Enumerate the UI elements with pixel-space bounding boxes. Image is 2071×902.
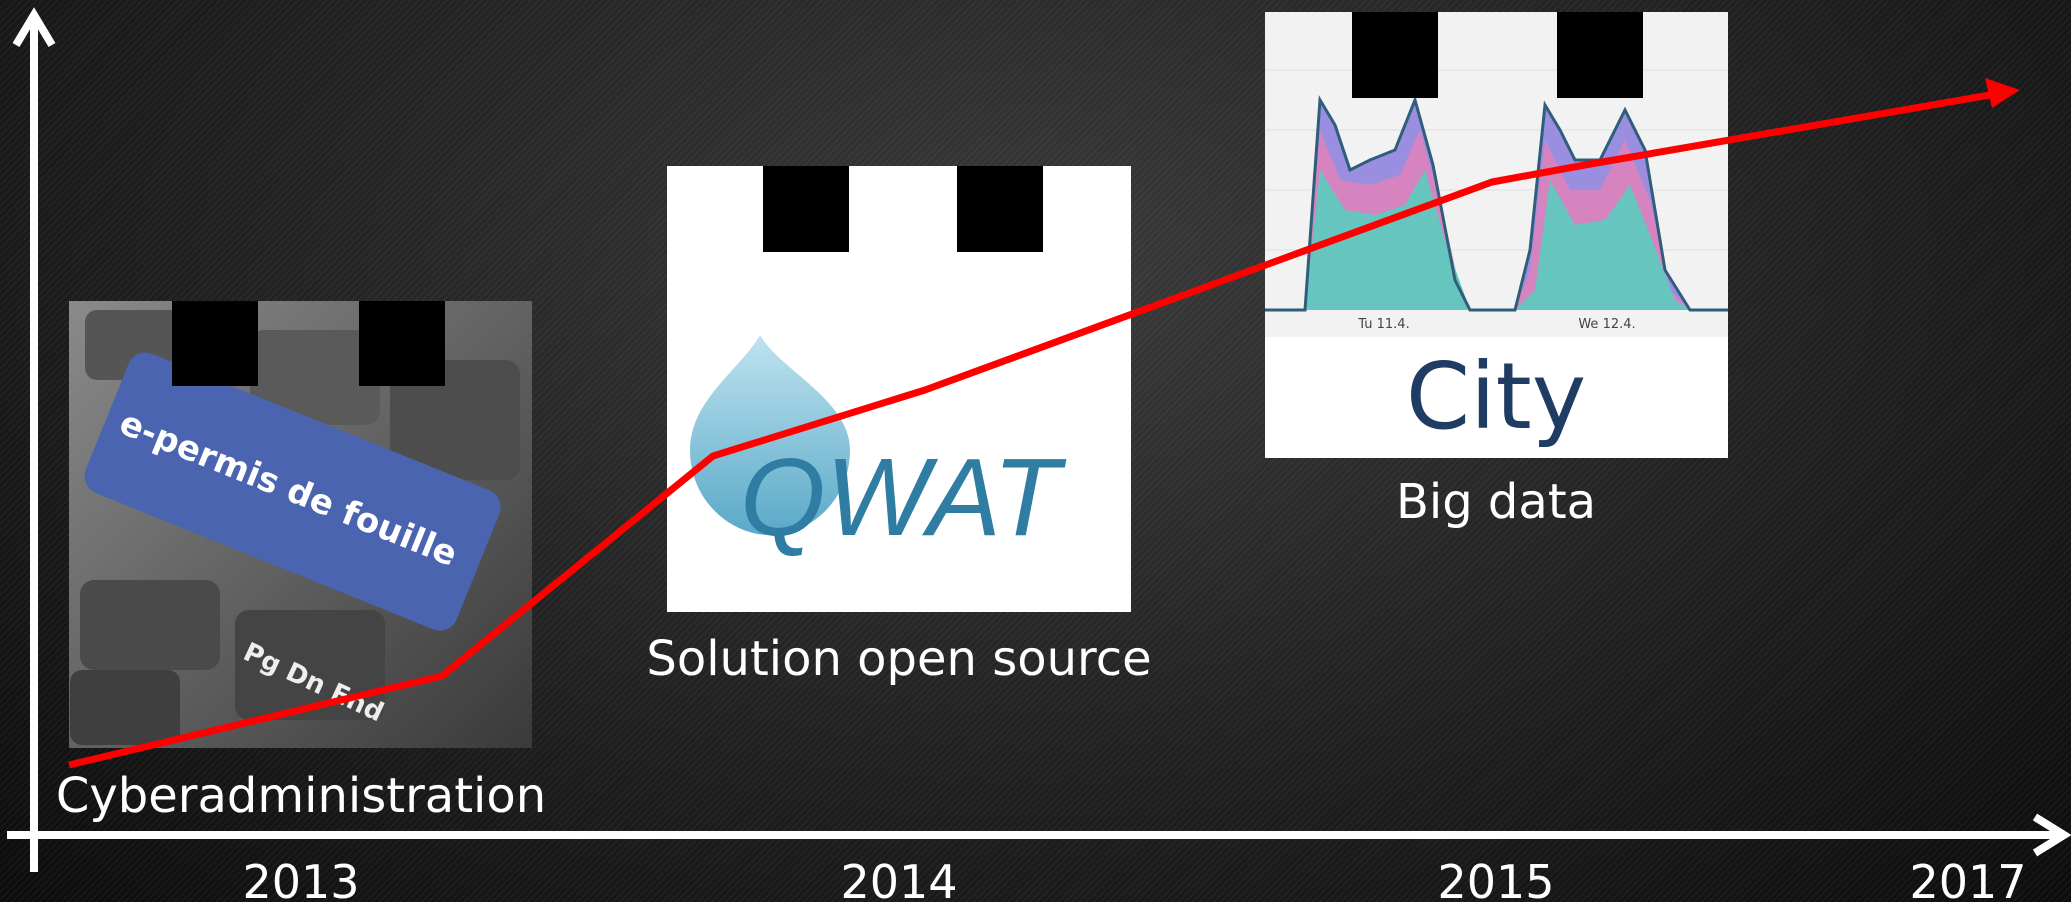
chart-label: Tu 11.4. — [1357, 317, 1409, 332]
caption: Cyberadministration — [56, 768, 546, 824]
chart-label: We 12.4. — [1578, 317, 1635, 332]
caption: Big data — [1396, 474, 1596, 530]
redaction — [359, 301, 445, 386]
year-label: 2013 — [242, 855, 359, 902]
year-label: 2014 — [840, 855, 957, 902]
logo-text: City — [1406, 343, 1586, 450]
year-label: 2015 — [1437, 855, 1554, 902]
redaction — [957, 166, 1043, 252]
slide: e-permis de fouille Pg Dn End QWAT Tu 11… — [0, 0, 2071, 902]
redaction — [1352, 12, 1438, 98]
qwat-image: QWAT — [667, 166, 1131, 612]
redaction — [763, 166, 849, 252]
redaction — [1557, 12, 1643, 98]
city-image: Tu 11.4. We 12.4. City — [1265, 12, 1728, 458]
page: e-permis de fouille Pg Dn End QWAT Tu 11… — [0, 0, 2071, 902]
redaction — [172, 301, 258, 386]
year-label: 2017 — [1909, 855, 2026, 902]
key — [80, 580, 220, 670]
keyboard-image: e-permis de fouille Pg Dn End — [69, 301, 532, 748]
trend-arrowhead — [1985, 78, 2020, 108]
caption: Solution open source — [646, 631, 1151, 687]
key — [70, 670, 180, 745]
logo-text: QWAT — [740, 436, 1067, 559]
